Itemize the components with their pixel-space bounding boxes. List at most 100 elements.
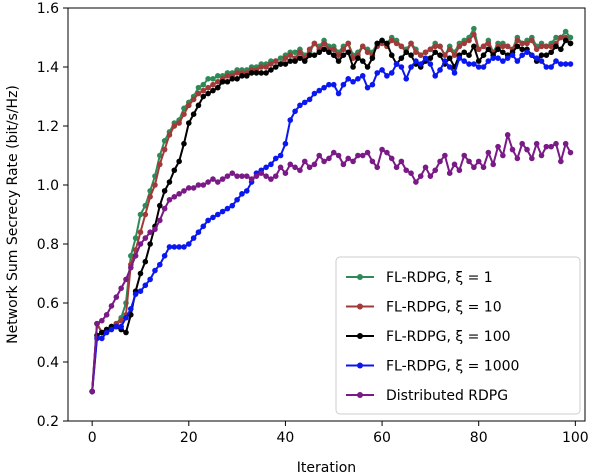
data-point [321, 158, 327, 165]
data-point [355, 152, 361, 159]
data-point [272, 58, 279, 64]
data-point [210, 87, 216, 94]
data-point [408, 64, 414, 70]
data-point [427, 46, 434, 53]
data-point [147, 229, 153, 235]
y-axis-label: Network Sum Secrecy Rate (bit/s/Hz) [5, 85, 21, 344]
data-point [466, 158, 472, 165]
data-point [509, 52, 516, 58]
data-point [413, 49, 419, 56]
data-point [161, 188, 168, 194]
data-point [224, 173, 231, 179]
legend-item: FL-RDPG, ξ = 1 [346, 270, 493, 286]
data-point [253, 70, 260, 76]
data-point [374, 164, 381, 171]
x-axis-label: Iteration [297, 460, 356, 476]
data-point [379, 37, 385, 44]
data-point [311, 90, 318, 97]
data-point [321, 46, 327, 53]
data-point [359, 58, 366, 64]
x-tick-label: 60 [373, 430, 391, 446]
data-point [384, 40, 390, 47]
data-point [548, 64, 554, 70]
data-point [369, 81, 376, 88]
data-point [364, 149, 371, 156]
data-point [446, 170, 453, 176]
data-point [272, 64, 279, 70]
legend-item: FL-RDPG, ξ = 100 [346, 329, 511, 345]
data-point [190, 111, 197, 117]
data-point [475, 158, 482, 165]
data-point [94, 320, 100, 327]
series-layer [89, 25, 574, 395]
data-point [437, 158, 443, 165]
legend-swatch-marker [357, 392, 363, 398]
y-tick-label: 0.6 [37, 296, 59, 312]
data-point [200, 223, 207, 230]
data-point [446, 46, 453, 53]
data-point [301, 158, 308, 165]
data-point [185, 102, 192, 109]
data-point [456, 55, 463, 61]
data-point [205, 76, 211, 82]
data-point [99, 329, 105, 336]
data-point [422, 164, 429, 171]
data-point [239, 173, 245, 179]
data-point [306, 52, 313, 58]
data-point [123, 314, 129, 321]
data-point [417, 61, 424, 67]
data-point [480, 164, 487, 171]
data-point [437, 67, 443, 73]
data-point [239, 73, 245, 79]
data-point [355, 55, 361, 61]
data-point [388, 52, 395, 58]
data-point [567, 61, 574, 67]
data-point [287, 161, 294, 168]
data-point [311, 40, 318, 47]
data-point [214, 179, 221, 185]
plot-frame [67, 7, 586, 422]
data-point [364, 84, 371, 91]
data-point [113, 294, 120, 300]
data-point [514, 155, 521, 162]
data-point [538, 52, 545, 58]
data-point [553, 58, 559, 64]
data-point [500, 152, 506, 159]
data-point [316, 87, 323, 94]
data-point [553, 140, 559, 147]
data-point [214, 84, 221, 91]
data-point [263, 164, 269, 171]
data-point [500, 43, 506, 50]
data-point [195, 229, 202, 235]
data-point [388, 70, 395, 76]
data-point [181, 140, 187, 147]
data-point [161, 205, 168, 212]
data-point [306, 96, 313, 103]
data-point [340, 81, 347, 88]
data-point [340, 46, 347, 53]
data-point [335, 152, 342, 159]
data-point [157, 217, 163, 224]
data-point [176, 244, 182, 250]
data-point [243, 173, 250, 179]
data-point [417, 173, 424, 179]
data-point [379, 67, 385, 73]
data-point [567, 40, 574, 47]
data-point [495, 46, 501, 53]
data-point [408, 170, 414, 176]
data-point [500, 49, 506, 56]
y-tick-label: 0.4 [37, 355, 59, 371]
x-tick-label: 100 [562, 430, 589, 446]
data-point [504, 55, 511, 61]
data-point [538, 58, 545, 64]
data-point [461, 40, 468, 47]
data-point [321, 84, 327, 91]
data-point [152, 182, 158, 188]
data-point [432, 43, 439, 50]
data-point [456, 167, 463, 174]
data-point [345, 155, 352, 162]
data-point [359, 43, 366, 50]
data-point [263, 70, 269, 76]
data-point [161, 253, 168, 259]
data-point [301, 58, 308, 64]
